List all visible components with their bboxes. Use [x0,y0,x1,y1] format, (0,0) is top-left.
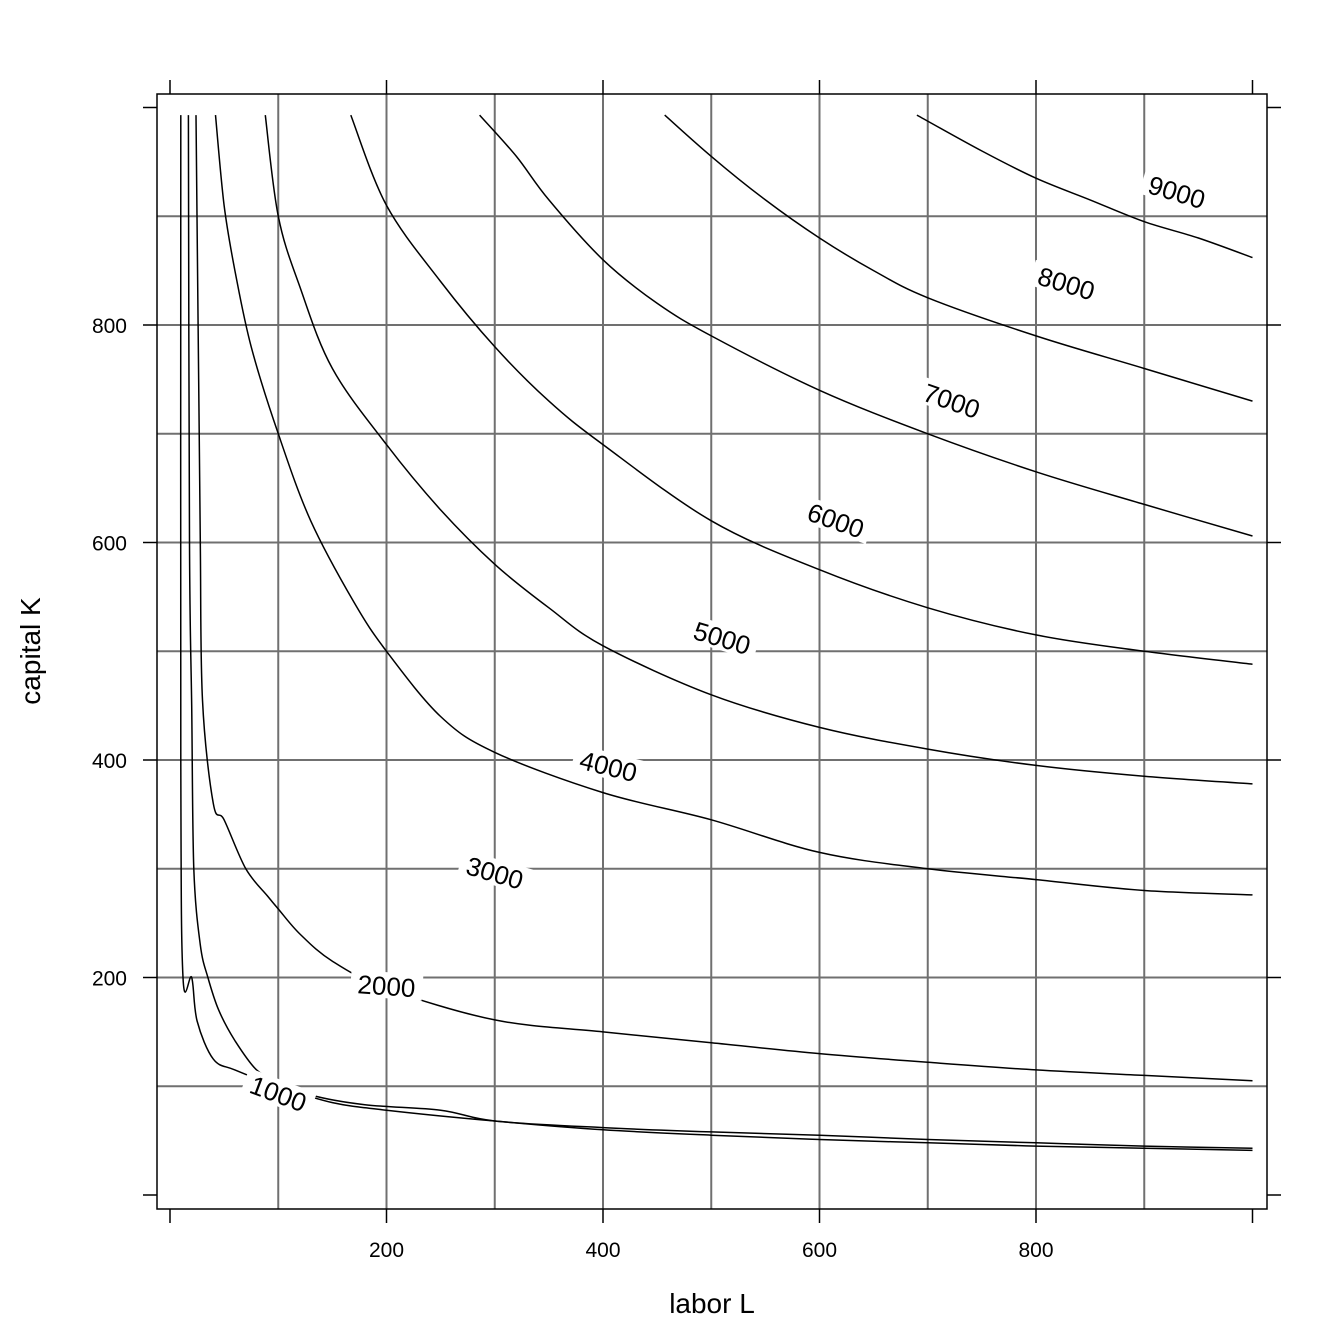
y-tick-label-200: 200 [92,968,127,991]
contour-label-bg-5000 [684,614,761,661]
contour-label-bg-9000 [1138,168,1216,215]
contour-label-bg-2000 [349,969,424,1001]
x-axis-title: labor L [669,1288,755,1319]
contour-label-8000: 8000 [1034,261,1098,306]
plot-frame [156,93,1268,1210]
x-tick-label-600: 600 [802,1239,837,1262]
y-tick-label-600: 600 [92,533,127,556]
x-tick-label-800: 800 [1018,1239,1053,1262]
y-axis-title: capital K [15,597,46,705]
contour-label-bg-8000 [1028,259,1105,306]
contour-label-9000: 9000 [1145,170,1209,215]
contour-line-3000 [195,115,1253,1082]
contour-label-bg-3000 [456,849,534,895]
contour-label-bg-7000 [913,375,991,425]
contour-label-bg-1000 [240,1068,317,1118]
axes [156,93,1268,1210]
contour-line-5000 [264,115,1253,785]
contour-label-2000: 2000 [357,969,417,1003]
contour-line-9000 [916,114,1253,259]
y-tick-label-800: 800 [92,315,127,338]
grid [157,94,1267,1209]
contour-label-5000: 5000 [690,615,754,660]
ticks: 200 400 600 800 200 400 600 800 [92,80,1281,1262]
contour-label-6000: 6000 [803,497,868,545]
contour-line-7000 [479,114,1253,537]
contour-label-bg-6000 [797,495,875,545]
contour-line-4000 [214,115,1253,896]
contour-line-8000 [664,114,1253,402]
contour-label-bg-4000 [570,744,647,787]
contour-line-1000 [179,115,1253,1152]
y-tick-label-400: 400 [92,750,127,773]
contour-lines [179,114,1253,1152]
x-tick-label-400: 400 [585,1239,620,1262]
x-tick-label-200: 200 [369,1239,404,1262]
contour-line-6000 [350,114,1253,666]
contour-label-7000: 7000 [919,377,984,425]
contour-label-4000: 4000 [577,745,640,788]
